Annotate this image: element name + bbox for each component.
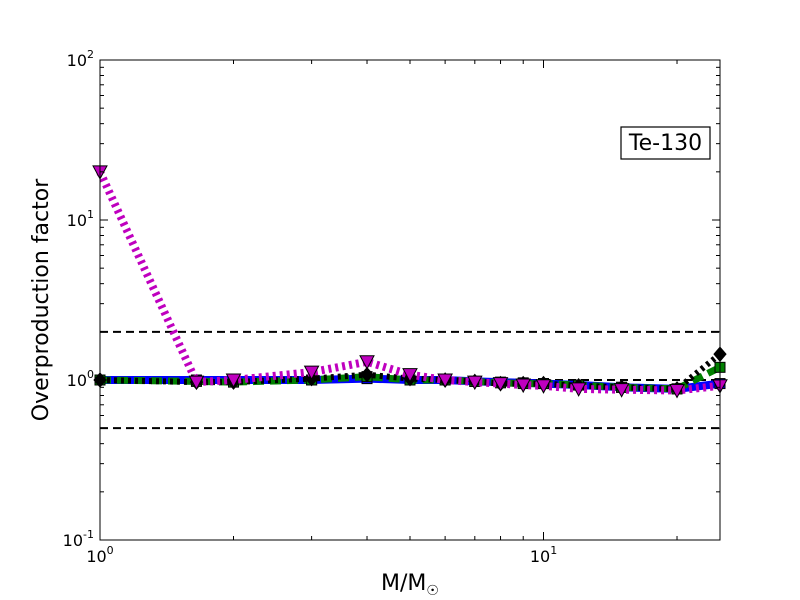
x-axis-title: M/M☉ (381, 571, 439, 599)
series-3-point-5 (402, 368, 418, 383)
series-3 (92, 165, 728, 399)
y-tick-label-3: 102 (67, 48, 94, 70)
series-3-point-8 (492, 377, 509, 392)
series-3-point-11 (570, 382, 587, 397)
annotation-box: Te-130 (620, 126, 711, 160)
series-3-point-12 (613, 383, 630, 398)
series-3-point-2 (225, 373, 242, 389)
x-tick-label-1: 101 (530, 544, 557, 566)
annotation-label: Te-130 (628, 131, 702, 156)
plot-background (100, 60, 720, 540)
y-tick-label-2: 101 (67, 208, 94, 230)
y-tick-label-0: 10-1 (63, 528, 94, 550)
series-layer (92, 165, 728, 399)
x-axis-title-symbol: ☉ (426, 583, 439, 599)
series-3-point-10 (535, 379, 552, 394)
series-3-point-13 (669, 383, 685, 399)
x-tick-label-0: 100 (86, 544, 113, 566)
series-3-point-3 (303, 365, 320, 381)
series-3-point-9 (515, 378, 532, 394)
series-3-point-7 (466, 375, 483, 391)
series-2-point-4 (360, 366, 374, 383)
series-3-point-6 (437, 373, 453, 389)
y-tick-label-1: 100 (67, 368, 94, 390)
series-3-point-1 (188, 375, 205, 391)
axis-ticks (99, 59, 720, 541)
series-3-point-4 (359, 355, 375, 370)
x-axis-title-text: M/M (381, 571, 426, 596)
annotation-frame (620, 126, 711, 160)
y-axis-title: Overproduction factor (29, 178, 54, 421)
